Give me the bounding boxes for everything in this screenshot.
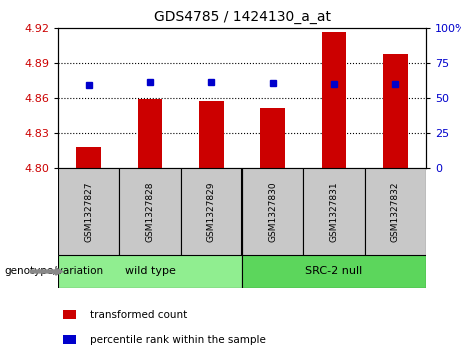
Text: GSM1327831: GSM1327831 [330,181,338,242]
Bar [181,168,242,255]
Text: GSM1327830: GSM1327830 [268,181,277,242]
Text: GSM1327828: GSM1327828 [146,181,154,242]
Bar [119,168,181,255]
Bar [383,54,408,168]
Bar [365,168,426,255]
Text: genotype/variation: genotype/variation [5,266,104,277]
Bar [77,147,101,168]
Bar [242,168,303,255]
Text: GSM1327832: GSM1327832 [391,181,400,242]
Bar [58,168,119,255]
Bar [303,168,365,255]
Bar [199,102,224,168]
Text: GSM1327829: GSM1327829 [207,181,216,242]
Text: percentile rank within the sample: percentile rank within the sample [90,335,266,345]
Text: transformed count: transformed count [90,310,188,320]
Bar [322,32,346,168]
Bar [138,99,162,168]
Text: wild type: wild type [124,266,176,277]
Text: GSM1327827: GSM1327827 [84,181,93,242]
Bar [58,255,242,288]
Text: SRC-2 null: SRC-2 null [305,266,363,277]
Bar [242,255,426,288]
Bar [260,109,285,168]
Title: GDS4785 / 1424130_a_at: GDS4785 / 1424130_a_at [154,10,331,24]
